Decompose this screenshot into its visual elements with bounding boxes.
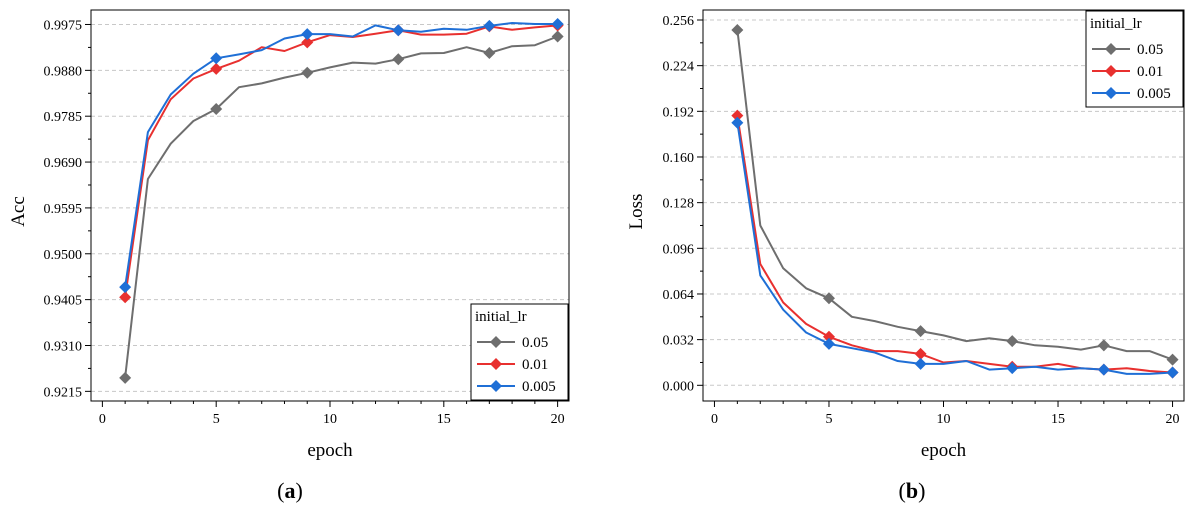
- x-axis-title: epoch: [307, 440, 353, 461]
- y-tick-label: 0.128: [663, 197, 695, 212]
- data-point-marker: [1097, 339, 1110, 352]
- x-tick-label: 15: [437, 412, 451, 427]
- data-point-marker: [551, 30, 564, 43]
- legend-entry-label: 0.05: [522, 335, 548, 351]
- data-point-marker: [119, 371, 132, 384]
- y-tick-label: 0.032: [663, 334, 695, 349]
- data-point-marker: [119, 281, 132, 294]
- legend-title: initial_lr: [1090, 16, 1142, 32]
- x-axis-title: epoch: [921, 440, 967, 461]
- x-tick-label: 0: [711, 412, 718, 427]
- y-tick-label: 0.9500: [44, 248, 83, 263]
- plot-frame: [702, 9, 1185, 402]
- data-point-marker: [301, 28, 314, 41]
- legend-title: initial_lr: [475, 309, 527, 325]
- data-point-marker: [551, 17, 564, 30]
- y-tick-label: 0.064: [663, 288, 695, 303]
- plot-frame: [90, 9, 570, 402]
- legend-entry-label: 0.005: [1137, 86, 1171, 102]
- data-point-marker: [822, 292, 835, 305]
- series-line-0.01: [736, 115, 1173, 374]
- legend: initial_lr 0.05 0.01 0.005: [470, 303, 569, 401]
- data-point-marker: [914, 357, 927, 370]
- data-point-marker: [822, 337, 835, 350]
- series-line-0.005: [124, 22, 558, 288]
- legend-entry-label: 0.05: [1137, 42, 1163, 58]
- x-tick-label: 0: [99, 412, 106, 427]
- x-tick-label: 20: [551, 412, 565, 427]
- y-tick-label: 0.224: [663, 60, 695, 75]
- legend-swatch-marker: [490, 336, 502, 348]
- data-point-marker: [483, 19, 496, 32]
- x-tick-label: 5: [213, 412, 220, 427]
- panel-caption: (a): [277, 478, 303, 503]
- legend-swatch-marker: [1105, 65, 1117, 77]
- data-point-marker: [210, 102, 223, 115]
- legend-swatch-marker: [490, 380, 502, 392]
- legend-swatch-marker: [490, 358, 502, 370]
- legend: initial_lr 0.05 0.01 0.005: [1085, 10, 1184, 108]
- x-tick-label: 5: [825, 412, 832, 427]
- legend-entry-label: 0.005: [522, 379, 556, 395]
- data-point-marker: [392, 53, 405, 66]
- chart-panel-loss: 0 5 10 15 20 0.000 0.032 0.064 0.096 0.128 0.160 0.…: [626, 9, 1185, 503]
- legend-swatch-marker: [1105, 43, 1117, 55]
- data-point-marker: [731, 23, 744, 36]
- data-point-marker: [731, 116, 744, 129]
- data-point-marker: [210, 52, 223, 65]
- y-tick-label: 0.9310: [44, 339, 83, 354]
- data-point-marker: [483, 46, 496, 59]
- data-point-marker: [822, 330, 835, 343]
- y-tick-label: 0.160: [663, 151, 695, 166]
- data-point-marker: [914, 325, 927, 338]
- x-tick-label: 10: [937, 412, 951, 427]
- y-tick-label: 0.096: [663, 242, 695, 257]
- x-tick-label: 20: [1166, 412, 1180, 427]
- data-point-marker: [914, 347, 927, 360]
- y-tick-label: 0.9405: [44, 294, 83, 309]
- data-point-marker: [301, 66, 314, 79]
- data-point-marker: [301, 36, 314, 49]
- legend-entry-label: 0.01: [1137, 64, 1163, 80]
- y-tick-label: 0.9690: [44, 156, 83, 171]
- data-point-marker: [119, 291, 132, 304]
- data-point-marker: [1006, 335, 1019, 348]
- y-tick-label: 0.9975: [44, 18, 83, 33]
- y-tick-label: 0.9785: [44, 110, 83, 125]
- legend-box: [470, 303, 569, 401]
- data-point-marker: [1097, 363, 1110, 376]
- data-point-marker: [1166, 366, 1179, 379]
- y-tick-label: 0.9880: [44, 64, 83, 79]
- data-point-marker: [731, 109, 744, 122]
- panel-caption: (b): [899, 478, 926, 503]
- y-axis-title: Acc: [8, 196, 29, 227]
- data-point-marker: [210, 62, 223, 75]
- x-tick-label: 15: [1051, 412, 1065, 427]
- series-line-0.01: [124, 24, 558, 298]
- y-tick-label: 0.000: [663, 379, 695, 394]
- y-tick-label: 0.192: [663, 105, 695, 120]
- y-axis-title: Loss: [626, 194, 647, 230]
- legend-box: [1085, 10, 1184, 108]
- x-tick-label: 10: [323, 412, 337, 427]
- data-point-marker: [1166, 353, 1179, 366]
- y-tick-label: 0.9215: [44, 385, 83, 400]
- legend-entry-label: 0.01: [522, 357, 548, 373]
- y-tick-label: 0.9595: [44, 202, 83, 217]
- chart-panel-accuracy: 0 5 10 15 20 0.9215 0.9310 0.9405 0.9500 0.9595 0.…: [8, 9, 570, 503]
- y-tick-label: 0.256: [663, 14, 695, 29]
- data-point-marker: [1006, 362, 1019, 375]
- data-point-marker: [392, 24, 405, 37]
- legend-swatch-marker: [1105, 87, 1117, 99]
